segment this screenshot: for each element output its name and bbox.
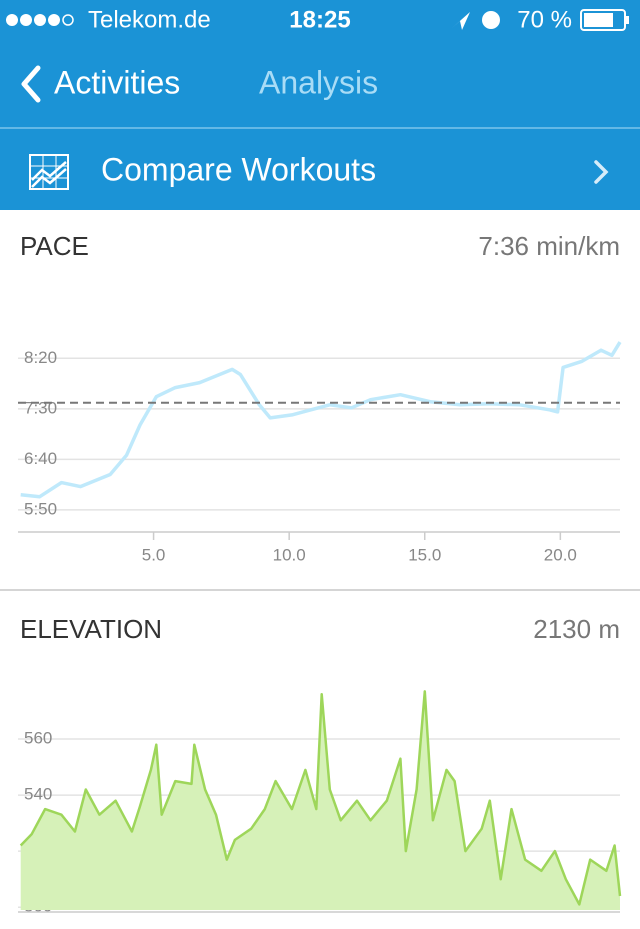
chart-title: PACE <box>20 231 89 261</box>
header-divider <box>0 127 640 129</box>
back-icon[interactable] <box>21 65 41 103</box>
battery-text: 70 % <box>517 6 572 33</box>
analysis-tab[interactable]: Analysis <box>259 64 378 100</box>
pace-line <box>20 341 622 499</box>
y-tick-label: 540 <box>24 785 52 804</box>
location-icon <box>452 12 470 30</box>
compare-label[interactable]: Compare Workouts <box>101 151 376 187</box>
y-tick-label: 6:40 <box>24 449 57 468</box>
chart-title: ELEVATION <box>20 614 162 644</box>
y-tick-label: 560 <box>24 729 52 748</box>
x-tick-label: 20.0 <box>544 545 577 564</box>
time: 18:25 <box>289 6 350 33</box>
compare-icon <box>29 154 69 190</box>
back-button[interactable]: Activities <box>54 64 180 100</box>
y-tick-label: 5:50 <box>24 499 57 518</box>
compare-bg[interactable] <box>0 129 640 210</box>
signal <box>6 14 74 26</box>
elevation-fill <box>20 691 620 910</box>
battery-level <box>584 13 613 27</box>
battery <box>580 9 626 31</box>
y-tick-label: 7:30 <box>24 398 57 417</box>
x-tick-label: 5.0 <box>142 545 166 564</box>
y-tick-label: 8:20 <box>24 348 57 367</box>
x-tick-label: 15.0 <box>408 545 441 564</box>
battery-tip <box>626 16 629 24</box>
x-tick-label: 10.0 <box>273 545 306 564</box>
carrier: Telekom.de <box>88 6 211 33</box>
chart-summary: 7:36 min/km <box>478 231 620 261</box>
chart-summary: 2130 m <box>533 614 620 644</box>
alarm-icon <box>482 11 500 29</box>
chevron[interactable] <box>594 160 609 184</box>
header-bg <box>0 0 640 127</box>
section-divider <box>0 589 640 591</box>
elevation-line <box>19 690 622 906</box>
